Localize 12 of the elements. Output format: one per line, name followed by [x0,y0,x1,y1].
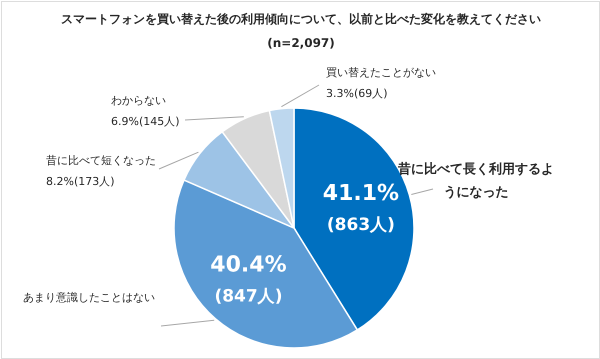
chart-title: スマートフォンを買い替えた後の利用傾向について、以前と比べた変化を教えてください [61,12,541,26]
slice-label: わからない [111,94,166,107]
slice-label: 昔に比べて長く利用するようになった [397,161,554,200]
data-label: 8.2%(173人) [46,175,115,188]
slice-label: 昔に比べて短くなった [46,154,156,167]
data-label: 41.1%(863人) [322,180,400,235]
data-label: 3.3%(69人) [326,87,388,100]
slice-label: あまり意識したことはない [23,291,155,304]
slice-label: 買い替えたことがない [326,66,436,79]
data-label: 40.4%(847人) [210,252,287,307]
data-label: 6.9%(145人) [111,115,180,128]
chart-subtitle: (n=2,097) [267,36,335,50]
